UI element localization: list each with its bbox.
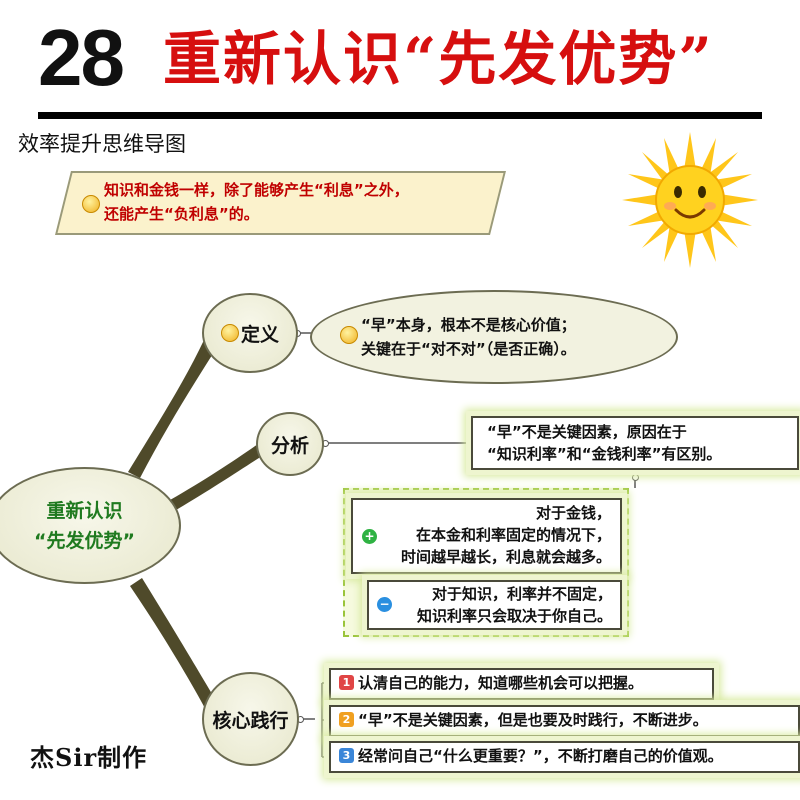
sun-icon (622, 132, 758, 268)
intro-line-1: 知识和金钱一样，除了能够产生“利息”之外， (104, 181, 409, 199)
topic-core-practice-label: 核心践行 (212, 709, 289, 732)
core-item-2-text: 2 “早”不是关键因素，但是也要及时践行，不断进步。 (339, 709, 708, 731)
connector-dot (632, 474, 639, 481)
core-item-3-text: 3 经常问自己“什么更重要？”，不断打磨自己的价值观。 (339, 745, 723, 767)
intro-line-2: 还能产生“负利息”的。 (104, 205, 259, 223)
definition-text: “早”本身，根本不是核心价值； 关键在于“对不对”（是否正确）。 (361, 313, 576, 361)
medal-icon (220, 324, 239, 342)
analysis-summary-line-1: “早”不是关键因素，原因在于 (487, 423, 687, 441)
analysis-summary-line-2: “知识利率”和“金钱利率”有区别。 (487, 445, 722, 463)
topic-definition-label: 定义 (240, 323, 279, 346)
core-item-3-label: 经常问自己“什么更重要？”，不断打磨自己的价值观。 (358, 747, 723, 765)
number-3-icon: 3 (339, 748, 354, 763)
core-item-2-label: “早”不是关键因素，但是也要及时践行，不断进步。 (358, 711, 708, 729)
core-item-1-text: 1 认清自己的能力，知道哪些机会可以把握。 (339, 672, 643, 694)
title-divider (38, 112, 762, 119)
minus-icon: − (377, 597, 392, 612)
grin-icon (340, 326, 358, 344)
topic-definition[interactable]: 定义 (202, 293, 298, 373)
topic-core-practice[interactable]: 核心践行 (202, 672, 299, 766)
page-number: 28 (38, 13, 125, 102)
money-box (351, 498, 622, 574)
money-line-2: 在本金和利率固定的情况下， (415, 526, 611, 544)
knowledge-line-2: 知识利率只会取决于你自己。 (416, 607, 612, 625)
number-2-icon: 2 (339, 712, 354, 727)
core-item-3 (329, 741, 800, 773)
central-topic-line-2: “先发优势” (34, 529, 135, 552)
page-title: 重新认识“先发优势” (163, 25, 714, 93)
knowledge-line-1: 对于知识，利率并不固定， (431, 585, 612, 603)
core-item-1-label: 认清自己的能力，知道哪些机会可以把握。 (358, 674, 644, 692)
central-topic[interactable]: 重新认识 “先发优势” (0, 467, 181, 584)
money-line-1: 对于金钱， (535, 504, 611, 522)
money-line-3: 时间越早越长，利息就会越多。 (400, 548, 611, 566)
central-topic-line-1: 重新认识 (46, 499, 123, 522)
smiley-icon (82, 195, 100, 213)
topic-analysis-label: 分析 (270, 434, 309, 457)
analysis-summary-box (471, 416, 799, 470)
topic-analysis[interactable]: 分析 (256, 412, 324, 476)
plus-icon: + (362, 529, 377, 544)
definition-line-2: 关键在于“对不对”（是否正确）。 (361, 340, 576, 358)
core-item-2 (329, 705, 800, 737)
author-credit: 杰Sir制作 (30, 743, 148, 772)
knowledge-text: 对于知识，利率并不固定， 知识利率只会取决于你自己。 (393, 583, 612, 627)
knowledge-box (367, 580, 622, 630)
intro-text: 知识和金钱一样，除了能够产生“利息”之外， 还能产生“负利息”的。 (104, 178, 409, 226)
number-1-icon: 1 (339, 675, 354, 690)
definition-line-1: “早”本身，根本不是核心价值； (361, 316, 576, 334)
money-text: 对于金钱， 在本金和利率固定的情况下， 时间越早越长，利息就会越多。 (375, 502, 611, 568)
analysis-summary-text: “早”不是关键因素，原因在于 “知识利率”和“金钱利率”有区别。 (487, 421, 721, 465)
page-subtitle: 效率提升思维导图 (18, 132, 186, 156)
core-item-1 (329, 668, 714, 700)
definition-bubble (310, 290, 678, 384)
